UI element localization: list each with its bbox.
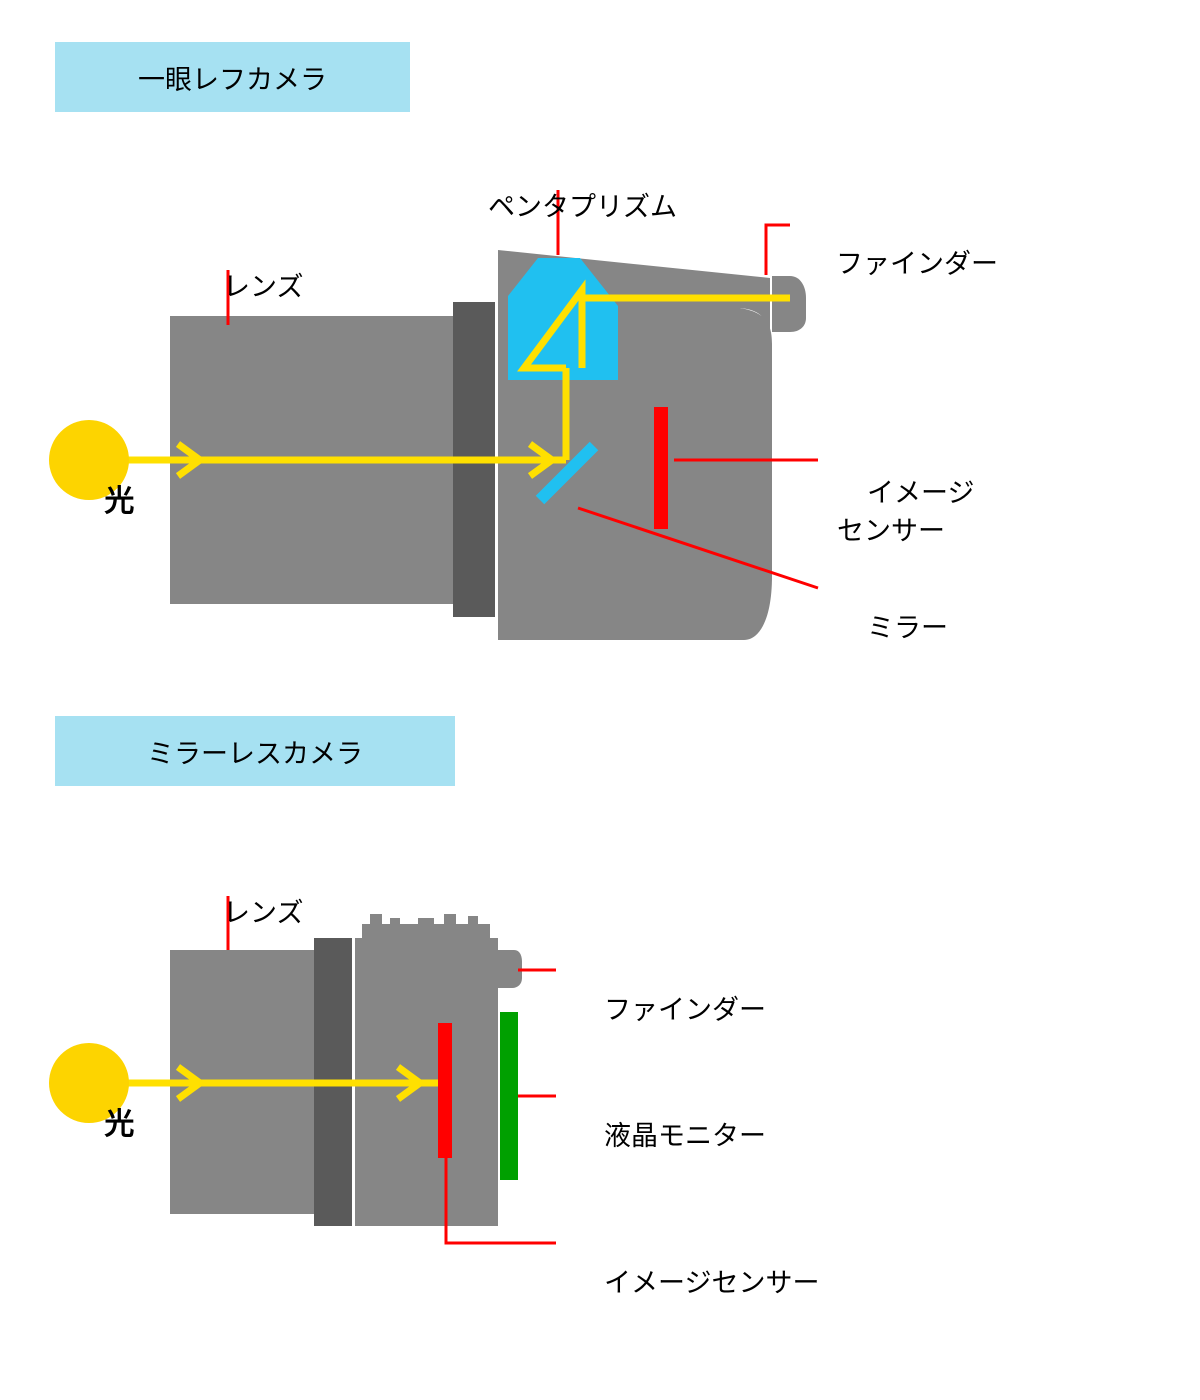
slr-label-sensor-text: イメージ センサー: [837, 478, 974, 546]
slr-label-pentaprism-text: ペンタプリズム: [488, 192, 677, 222]
ml-label-viewfinder: ファインダー: [574, 957, 766, 1058]
ml-lcd: [500, 1012, 518, 1180]
slr-light-label-text: 光: [104, 485, 134, 518]
slr-eyecup: [772, 276, 806, 332]
slr-label-viewfinder: ファインダー: [806, 211, 998, 312]
slr-diagram: [0, 0, 1200, 700]
ml-label-sensor: イメージセンサー: [574, 1230, 819, 1331]
ml-light-label: 光: [71, 1065, 134, 1177]
slr-label-mirror-text: ミラー: [867, 613, 948, 643]
ml-label-viewfinder-text: ファインダー: [604, 995, 766, 1025]
slr-label-sensor: イメージ センサー: [837, 436, 974, 588]
ml-main-body: [355, 914, 498, 1226]
ml-label-sensor-text: イメージセンサー: [604, 1268, 819, 1298]
slr-label-mirror: ミラー: [837, 575, 948, 676]
ml-label-lcd-text: 液晶モニター: [604, 1121, 766, 1151]
slr-label-lens: レンズ: [193, 234, 303, 335]
ml-label-lcd: 液晶モニター: [574, 1083, 766, 1184]
ml-light-label-text: 光: [104, 1108, 134, 1141]
ml-sensor: [438, 1023, 452, 1158]
slr-label-lens-text: レンズ: [223, 272, 303, 302]
slr-light-label: 光: [71, 442, 134, 554]
slr-label-pentaprism: ペンタプリズム: [458, 154, 677, 255]
slr-label-viewfinder-text: ファインダー: [836, 249, 998, 279]
ml-label-lens-text: レンズ: [223, 898, 303, 928]
slr-sensor: [654, 407, 668, 529]
ml-label-lens: レンズ: [193, 860, 303, 961]
